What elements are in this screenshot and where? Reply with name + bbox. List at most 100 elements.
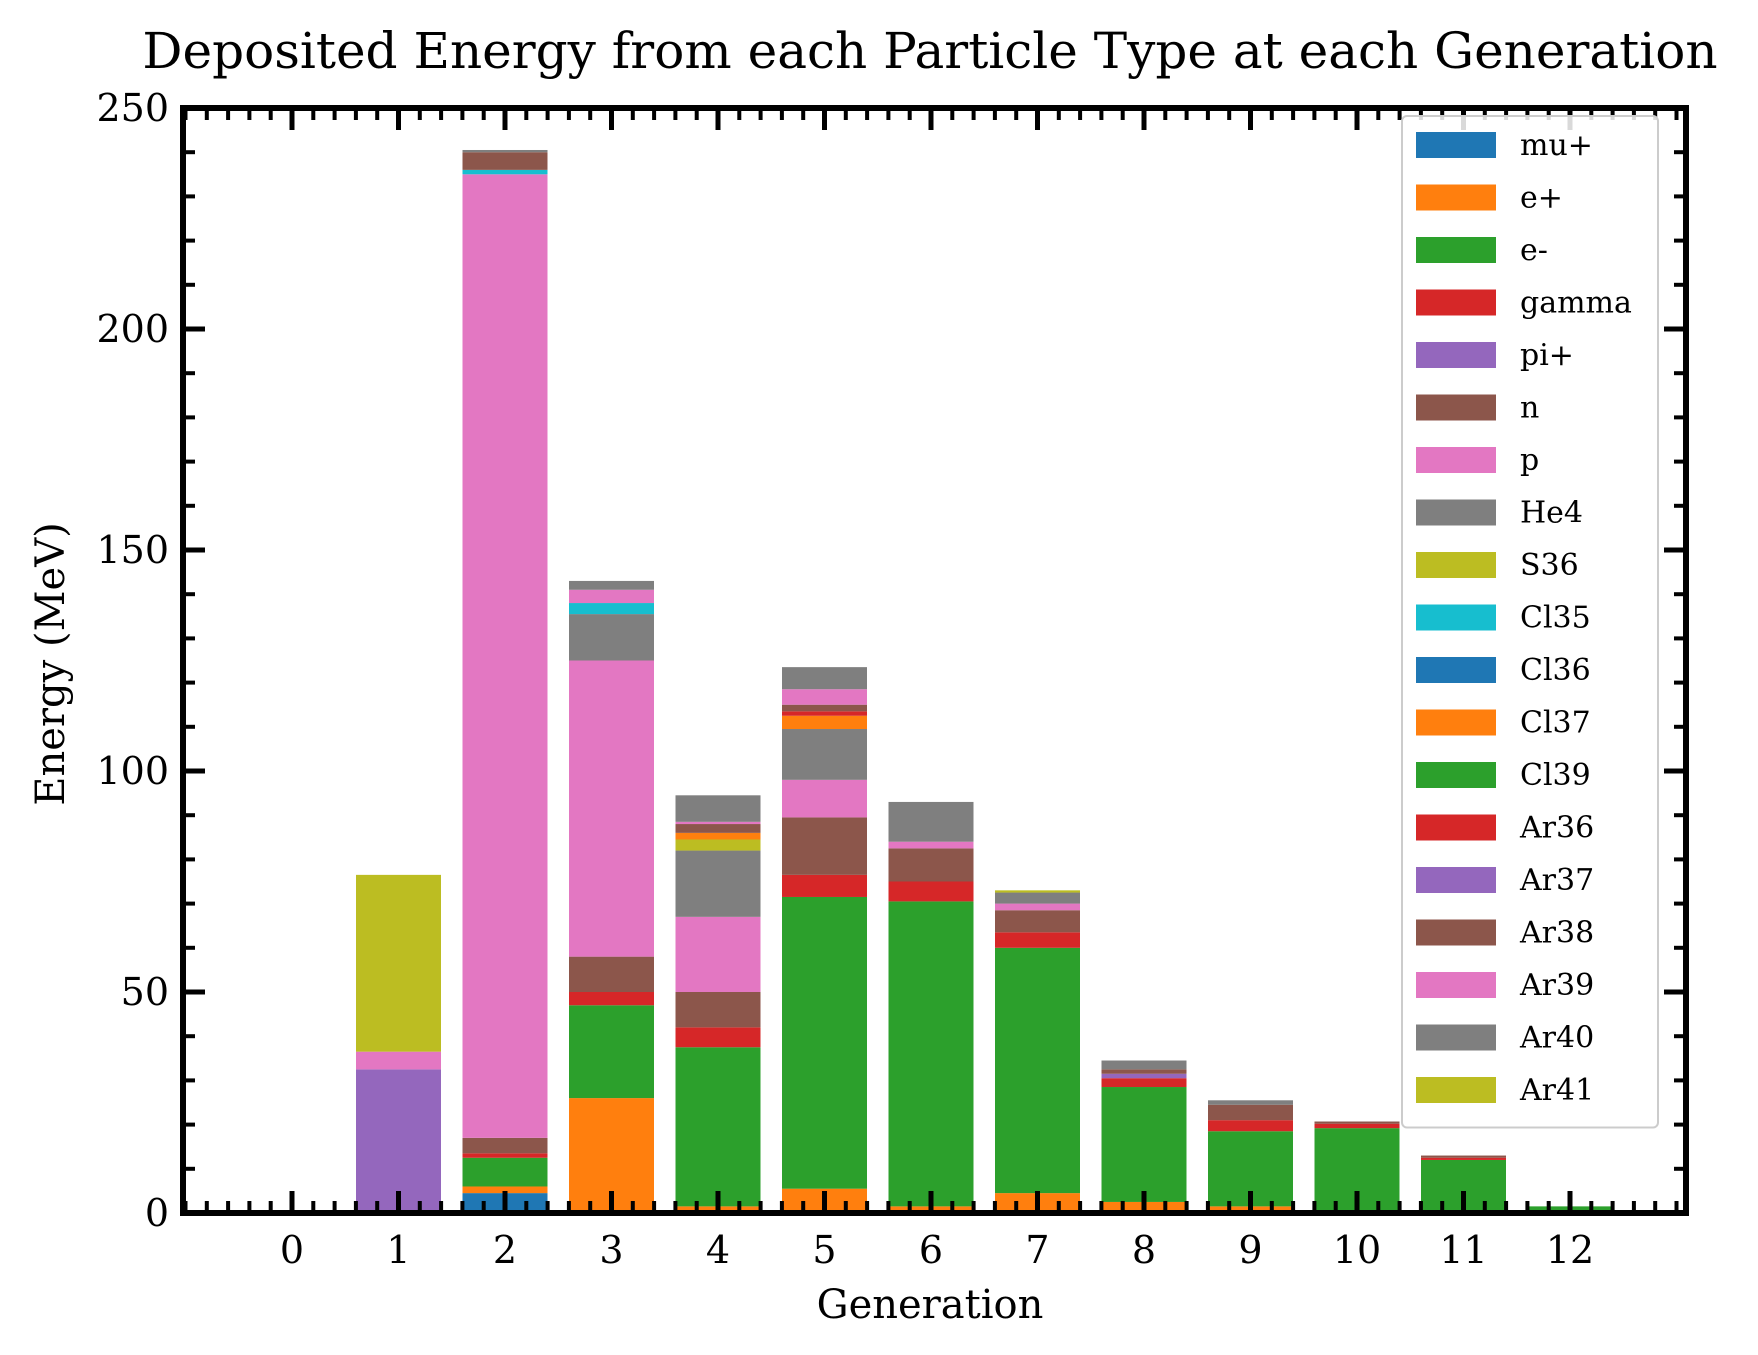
x-tick-label: 5: [812, 1228, 836, 1272]
bar-segment-gamma-gen-7: [995, 932, 1080, 948]
bar-segment-cl37-gen-5: [782, 715, 867, 730]
legend-label-p: p: [1520, 443, 1539, 478]
bar-segment-he4-gen-3: [569, 614, 654, 661]
bar-segment-e-gen-5: [782, 896, 867, 1189]
legend-swatch-pi: [1416, 342, 1496, 368]
legend-swatch-gamma: [1416, 289, 1496, 316]
bar-segment-e-gen-6: [888, 901, 974, 1207]
plot-frame: [180, 105, 1689, 1216]
bar-segment-ar36-gen-5: [782, 711, 867, 716]
bars-layer: [356, 149, 1613, 1213]
legend-label-s36: S36: [1520, 548, 1579, 583]
y-tick-label: 0: [145, 1191, 169, 1235]
legend-swatch-cl39: [1416, 762, 1496, 788]
bar-segment-ar40-gen-6: [888, 801, 974, 842]
bar-segment-ar39-gen-4: [675, 821, 761, 825]
bar-segment-ar40-gen-4: [675, 795, 761, 822]
bar-segment-gamma-gen-9: [1208, 1120, 1293, 1132]
legend-swatch-cl35: [1416, 604, 1496, 631]
y-tick-label: 50: [121, 970, 169, 1014]
x-tick-label: 7: [1025, 1228, 1049, 1272]
legend: mu+ e+ e-gamma pi+ np He4 S36 Cl35 Cl36 Cl37 Cl39 A…: [1401, 115, 1659, 1129]
legend-label-gamma: gamma: [1520, 286, 1632, 321]
bar-segment-gamma-gen-2: [462, 1153, 548, 1158]
bar-segment-gamma-gen-4: [675, 1027, 761, 1048]
y-tick-label: 150: [96, 528, 169, 572]
legend-label-mu: mu+: [1520, 128, 1593, 163]
bar-segment-he4-gen-7: [995, 892, 1080, 904]
y-tick-label: 100: [96, 749, 169, 793]
y-axis-label: Energy (MeV): [28, 522, 74, 805]
bar-segment-ar40-gen-5: [782, 667, 867, 690]
bar-segment-cl35-gen-2: [462, 169, 548, 175]
bar-segment-p-gen-3: [569, 660, 654, 957]
legend-swatch-e: [1416, 184, 1496, 211]
chart-title: Deposited Energy from each Particle Type…: [142, 22, 1717, 80]
legend-label-n: n: [1520, 391, 1539, 426]
bar-segment-n-gen-7: [995, 910, 1080, 933]
legend-swatch-p: [1416, 447, 1496, 473]
bar-segment-ar40-gen-2: [462, 149, 548, 153]
bar-segment-ar39-gen-3: [569, 589, 654, 604]
legend-swatch-cl37: [1416, 709, 1496, 736]
bar-segment-n-gen-3: [569, 956, 654, 992]
x-tick-label: 8: [1132, 1228, 1156, 1272]
bar-segment-n-gen-9: [1208, 1104, 1293, 1121]
x-tick-label: 3: [599, 1228, 623, 1272]
bar-segment-ar39-gen-5: [782, 689, 867, 705]
bar-segment-gamma-gen-5: [782, 874, 867, 897]
y-tick-label: 200: [96, 307, 169, 351]
legend-label-ar37: Ar37: [1519, 863, 1594, 898]
bar-segment-p-gen-5: [782, 779, 867, 818]
bar-segment-ar38-gen-4: [675, 824, 761, 833]
bar-segment-n-gen-6: [888, 848, 974, 882]
bar-segment-p-gen-1: [356, 1051, 441, 1070]
bar-segment-n-gen-2: [462, 1137, 548, 1154]
legend-label-cl35: Cl35: [1520, 601, 1591, 636]
x-tick-label: 0: [280, 1228, 304, 1272]
legend-swatch-ar40: [1416, 1024, 1496, 1051]
legend-swatch-ar41: [1416, 1077, 1496, 1103]
legend-label-ar36: Ar36: [1519, 811, 1594, 846]
legend-swatch-e: [1416, 237, 1496, 263]
legend-label-cl36: Cl36: [1520, 653, 1591, 688]
bar-segment-he4-gen-8: [1101, 1060, 1187, 1070]
bar-segment-ar38-gen-2: [462, 152, 548, 170]
bar-segment-e-gen-4: [675, 1047, 761, 1207]
legend-swatch-s36: [1416, 552, 1496, 578]
bar-segment-n-gen-8: [1101, 1069, 1187, 1074]
bar-segment-e-gen-8: [1101, 1087, 1187, 1202]
bar-segment-he4-gen-4: [675, 850, 761, 917]
bar-segment-p-gen-7: [995, 903, 1080, 911]
legend-swatch-n: [1416, 394, 1496, 421]
bar-segment-n-gen-4: [675, 992, 761, 1028]
bar-segment-p-gen-6: [888, 841, 974, 849]
bar-segment-p-gen-4: [675, 916, 761, 992]
legend-label-ar40: Ar40: [1519, 1021, 1594, 1056]
legend-label-pi: pi+: [1520, 338, 1574, 373]
bar-segment-n-gen-5: [782, 817, 867, 875]
y-tick-label: 250: [96, 86, 169, 130]
bar-segment-s36-gen-4: [675, 839, 761, 851]
bar-segment-he4-gen-9: [1208, 1100, 1293, 1105]
legend-label-ar38: Ar38: [1519, 916, 1594, 951]
legend-label-ar41: Ar41: [1519, 1073, 1594, 1108]
bar-segment-ar40-gen-3: [569, 580, 654, 590]
bar-segment-s36-gen-7: [995, 890, 1080, 893]
legend-label-cl37: Cl37: [1520, 706, 1591, 741]
bar-segment-e-gen-2: [462, 1157, 548, 1187]
bar-segment-gamma-gen-11: [1421, 1157, 1506, 1160]
bar-segment-pi-gen-8: [1101, 1073, 1187, 1079]
bar-segment-gamma-gen-10: [1314, 1123, 1400, 1129]
legend-swatch-ar39: [1416, 972, 1496, 998]
legend-swatch-cl36: [1416, 657, 1496, 683]
legend-swatch-mu: [1416, 132, 1496, 158]
bar-segment-pi-gen-1: [356, 1069, 441, 1213]
x-tick-label: 12: [1546, 1228, 1594, 1272]
legend-swatch-he4: [1416, 499, 1496, 526]
bar-segment-n-gen-10: [1314, 1121, 1400, 1124]
x-tick-label: 1: [386, 1228, 410, 1272]
bar-segment-he4-gen-5: [782, 729, 867, 780]
x-axis-label: Generation: [817, 1282, 1044, 1328]
